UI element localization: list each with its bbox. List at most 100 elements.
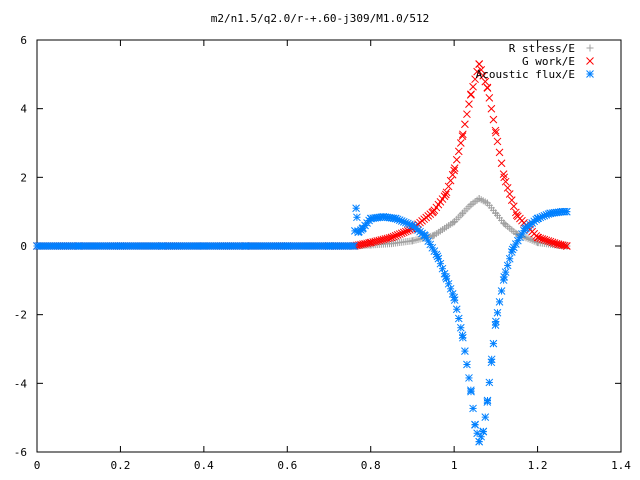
- data-point: [471, 75, 479, 84]
- data-point: [487, 104, 496, 113]
- data-point: [500, 273, 509, 281]
- data-point: [354, 228, 363, 237]
- data-point: [442, 188, 451, 197]
- data-point: [489, 339, 498, 348]
- data-point: [385, 234, 394, 242]
- x-axis: 0 0.2 0.4 0.6 0.8 1 1.2 1.4: [34, 40, 631, 472]
- legend-label: Acoustic flux/E: [476, 68, 575, 81]
- data-point: [399, 228, 408, 237]
- data-point: [483, 84, 492, 92]
- data-point: [533, 214, 542, 223]
- data-point: [469, 82, 477, 91]
- data-point: [491, 126, 500, 135]
- y-tick-label: 0: [20, 240, 27, 253]
- y-tick-label: -2: [14, 309, 27, 322]
- data-point: [501, 268, 510, 276]
- data-point: [358, 224, 367, 233]
- data-point: [391, 214, 400, 223]
- chart-title: m2/n1.5/q2.0/r-+.60-j309/M1.0/512: [211, 12, 430, 25]
- data-point: [465, 374, 473, 382]
- data-point: [391, 231, 400, 240]
- data-point: [562, 242, 571, 250]
- data-point: [463, 360, 471, 369]
- data-point: [492, 209, 500, 217]
- data-point: [397, 229, 406, 238]
- data-point: [401, 227, 410, 236]
- data-point: [379, 212, 388, 221]
- data-point: [325, 242, 333, 250]
- x-tick-label: 0.2: [110, 459, 130, 472]
- data-point: [241, 242, 250, 250]
- data-point: [459, 130, 467, 139]
- data-point: [495, 148, 504, 157]
- data-point: [408, 237, 416, 245]
- data-point: [452, 155, 461, 164]
- data-point: [500, 220, 508, 228]
- data-point: [463, 110, 471, 119]
- data-point: [408, 221, 417, 230]
- data-point: [492, 128, 500, 137]
- data-point: [466, 386, 475, 395]
- data-point: [433, 252, 442, 261]
- data-point: [560, 241, 569, 250]
- data-point: [283, 242, 292, 250]
- data-point: [533, 233, 542, 242]
- data-point: [466, 91, 475, 99]
- data-point: [479, 71, 488, 80]
- data-point: [487, 355, 496, 364]
- legend-label: R stress/E: [509, 42, 575, 55]
- data-point: [475, 195, 483, 203]
- data-point: [489, 115, 498, 124]
- series-layer: [33, 60, 571, 446]
- data-point: [450, 218, 458, 226]
- data-point: [441, 190, 450, 199]
- data-point: [456, 139, 465, 147]
- data-point: [429, 207, 438, 216]
- y-tick-label: -4: [14, 377, 28, 390]
- data-point: [471, 420, 479, 429]
- data-point: [546, 209, 554, 218]
- data-point: [429, 232, 437, 240]
- data-point: [393, 231, 402, 239]
- data-point: [458, 132, 467, 140]
- data-point: [484, 199, 492, 207]
- data-point: [454, 314, 463, 323]
- data-point: [353, 213, 361, 222]
- data-point: [387, 233, 396, 242]
- data-point: [554, 240, 563, 249]
- data-point: [461, 120, 469, 129]
- data-point: [481, 413, 490, 421]
- data-point: [508, 245, 517, 254]
- data-point: [116, 242, 125, 250]
- data-point: [483, 396, 492, 405]
- data-point: [501, 177, 510, 186]
- data-point: [505, 190, 514, 198]
- data-point: [158, 242, 166, 250]
- data-point: [511, 208, 520, 217]
- data-point: [388, 240, 396, 248]
- data-point: [458, 331, 467, 340]
- x-tick-label: 1.2: [528, 459, 548, 472]
- y-tick-label: 6: [20, 34, 27, 47]
- data-point: [497, 287, 506, 295]
- data-point: [458, 209, 466, 217]
- data-point: [499, 170, 508, 179]
- data-point: [473, 67, 481, 76]
- data-point: [500, 173, 509, 182]
- data-point: [521, 224, 529, 233]
- data-point: [74, 242, 83, 250]
- data-point: [352, 204, 360, 213]
- data-point: [507, 196, 516, 204]
- data-point: [454, 147, 463, 156]
- data-point: [403, 226, 412, 235]
- y-tick-label: 2: [20, 171, 27, 184]
- data-point: [33, 242, 41, 250]
- data-point: [542, 236, 551, 245]
- data-point: [452, 305, 461, 314]
- data-point: [485, 93, 494, 102]
- data-point: [461, 347, 469, 355]
- legend-marker: [586, 44, 594, 52]
- data-point: [495, 298, 504, 306]
- x-tick-label: 0.4: [194, 459, 214, 472]
- data-point: [505, 254, 514, 263]
